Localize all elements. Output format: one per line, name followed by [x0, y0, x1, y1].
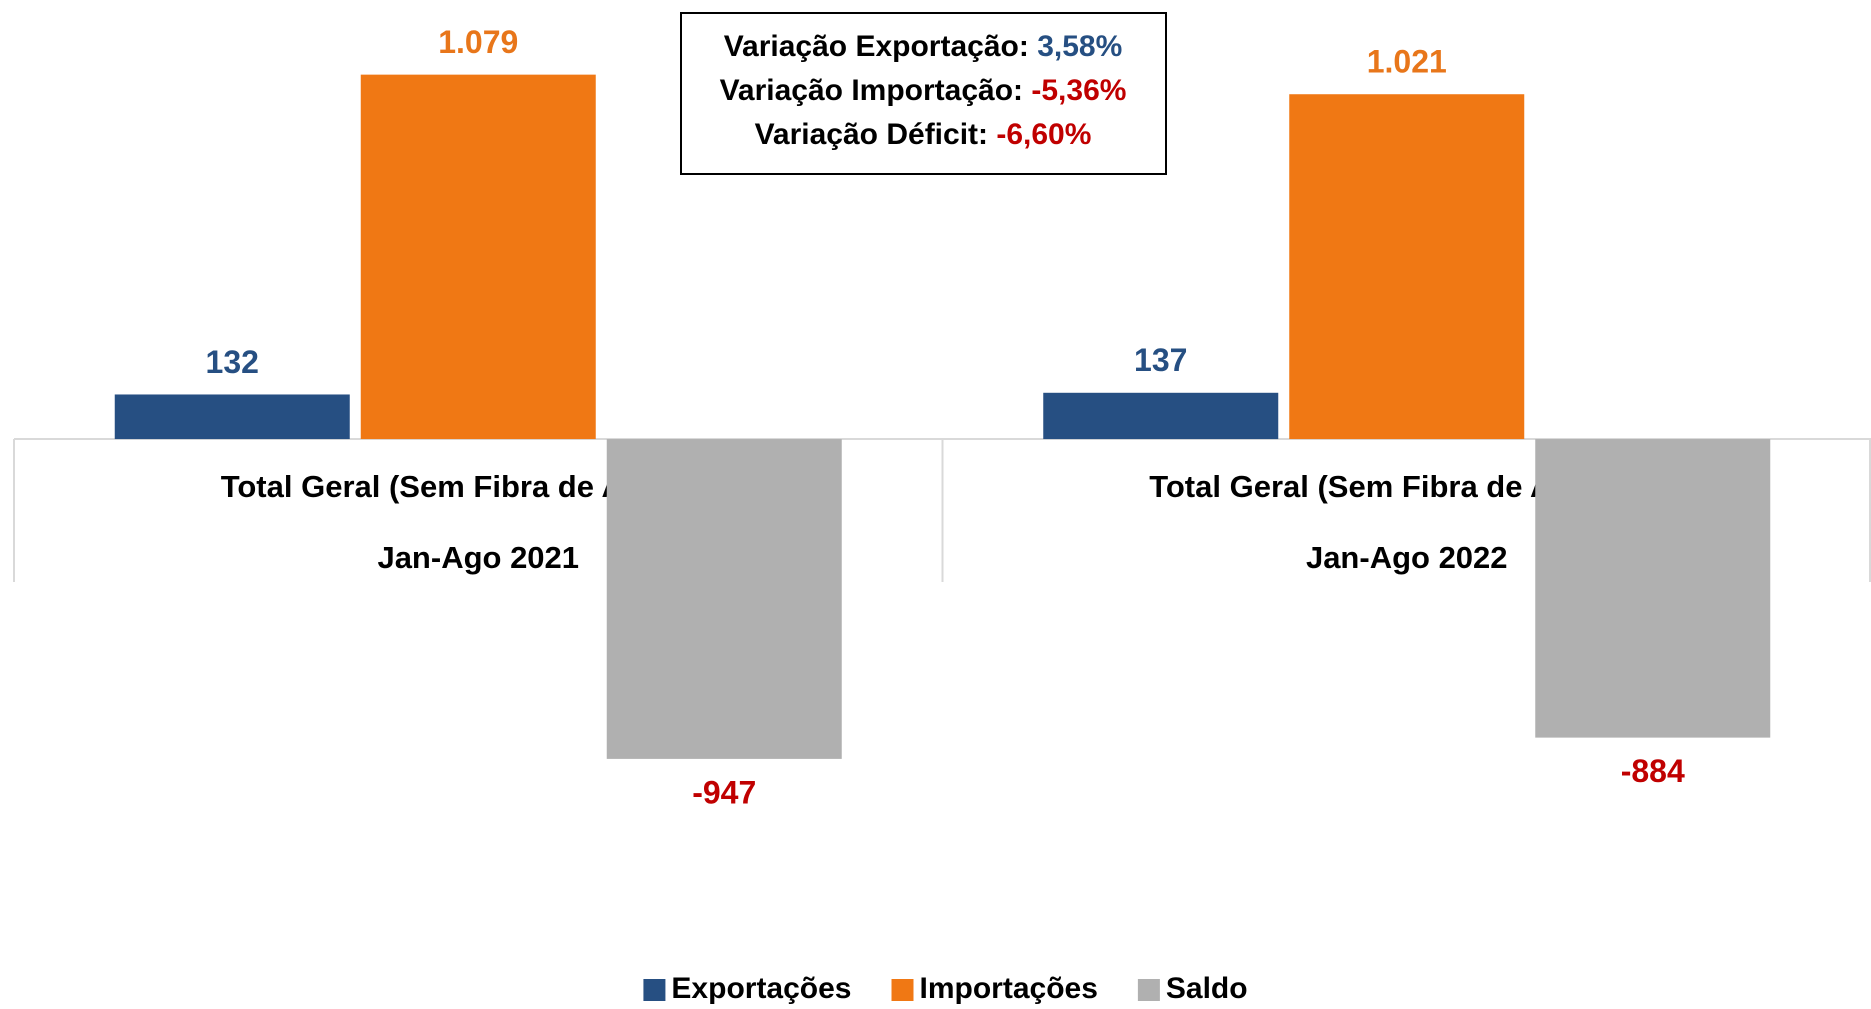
annotation: Variação Exportação: 3,58% — [724, 30, 1123, 63]
annotation: Variação Déficit: -6,60% — [755, 118, 1092, 151]
annotation: Variação Importação: -5,36% — [720, 74, 1127, 107]
bar — [606, 439, 842, 759]
annotation-label: Variação Déficit: — [755, 118, 988, 151]
legend-label: Importações — [920, 972, 1098, 1005]
legend-label: Exportações — [671, 972, 851, 1005]
data-label: 132 — [206, 344, 259, 380]
data-label: -884 — [1621, 753, 1685, 789]
bar — [114, 394, 350, 440]
legend-swatch — [1137, 979, 1160, 1001]
annotation-value: 3,58% — [1037, 30, 1122, 63]
legend-swatch — [643, 979, 666, 1001]
data-label: -947 — [692, 774, 756, 810]
data-label: 1.021 — [1367, 44, 1447, 80]
bar — [360, 74, 596, 440]
bar — [1043, 392, 1279, 440]
bar — [1535, 439, 1771, 738]
x-tick-label: Jan-Ago 2022 — [1306, 540, 1508, 575]
annotation-value: -5,36% — [1031, 74, 1126, 107]
legend-label: Saldo — [1166, 972, 1248, 1005]
annotation-box — [680, 12, 1167, 175]
annotation-label: Variação Exportação: — [724, 30, 1029, 63]
data-label: 1.079 — [438, 24, 518, 60]
x-tick-label: Jan-Ago 2021 — [377, 540, 579, 575]
annotation-value: -6,60% — [996, 118, 1091, 151]
data-label: 137 — [1134, 342, 1187, 378]
legend-swatch — [891, 979, 914, 1001]
annotation-label: Variação Importação: — [720, 74, 1023, 107]
bar — [1289, 94, 1525, 440]
